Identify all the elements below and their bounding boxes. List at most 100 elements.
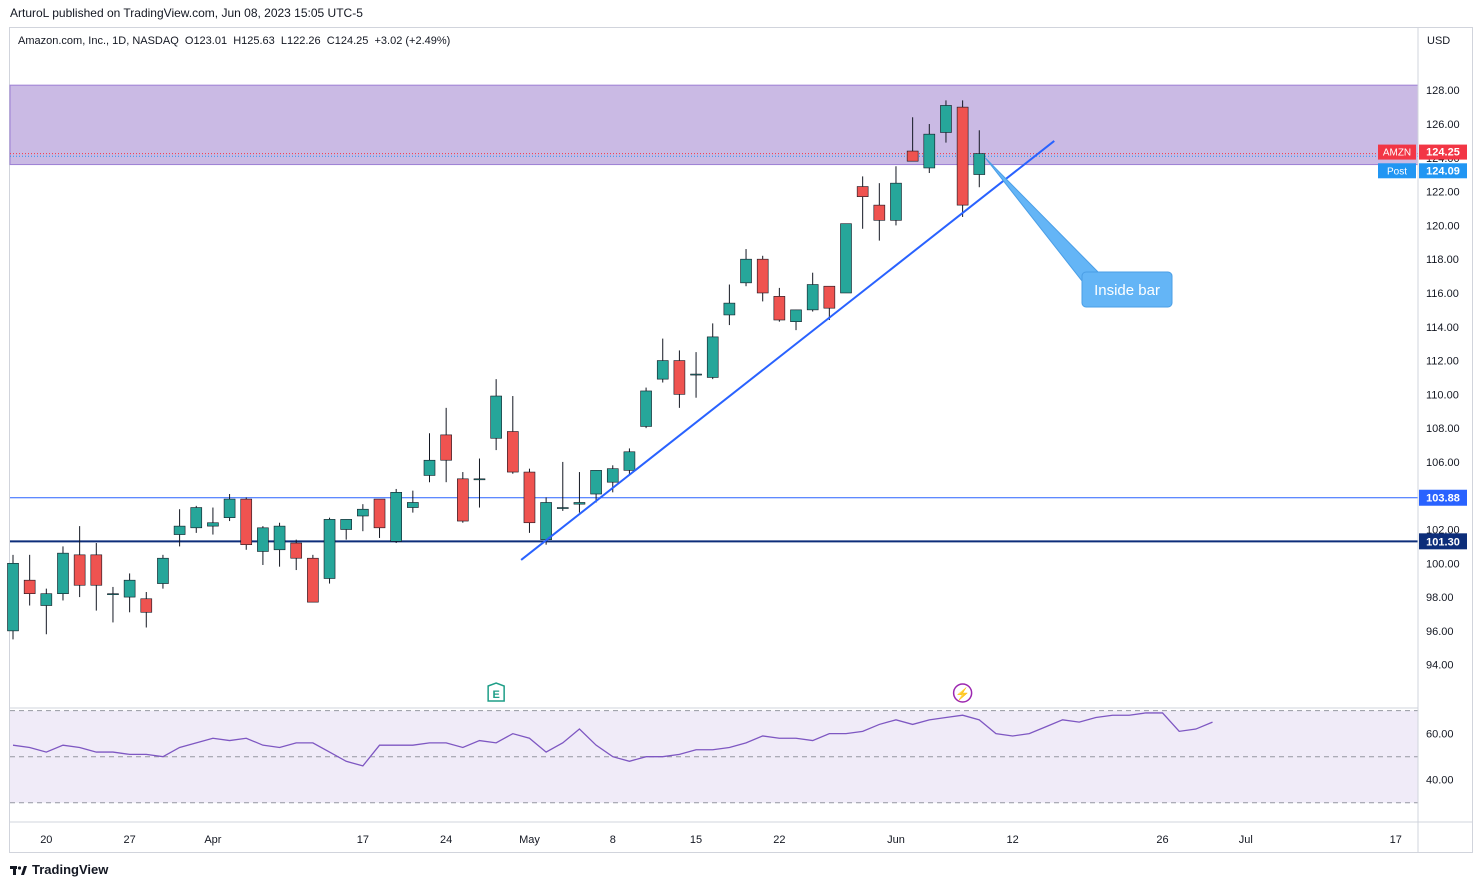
tradingview-logo-icon bbox=[10, 865, 27, 875]
y-tick-label: 122.00 bbox=[1426, 187, 1460, 199]
y-tick-label: 126.00 bbox=[1426, 119, 1460, 131]
candle bbox=[523, 468, 536, 533]
candle-body bbox=[873, 204, 886, 221]
candle bbox=[440, 407, 452, 483]
candle-body bbox=[123, 579, 136, 598]
candle bbox=[506, 396, 519, 474]
callout-box bbox=[1081, 271, 1173, 308]
candle bbox=[73, 526, 86, 598]
candle bbox=[123, 573, 136, 613]
candle bbox=[90, 543, 103, 611]
publish-info: ArturoL published on TradingView.com, Ju… bbox=[10, 6, 363, 20]
candle bbox=[7, 554, 19, 640]
candle-body bbox=[407, 502, 419, 508]
price-tag-symbol: Post bbox=[1387, 166, 1407, 177]
candle-body bbox=[40, 593, 53, 606]
candle-body bbox=[540, 502, 552, 540]
candle-body bbox=[606, 468, 619, 483]
x-tick-label: Apr bbox=[204, 834, 221, 846]
y-tick-label: 108.00 bbox=[1426, 423, 1460, 435]
candle-body bbox=[390, 492, 402, 542]
candle-body bbox=[423, 459, 436, 476]
candle bbox=[157, 554, 169, 589]
candle bbox=[656, 338, 669, 383]
trendline bbox=[520, 140, 1055, 561]
candle-body bbox=[290, 542, 303, 559]
y-tick-label: 94.00 bbox=[1426, 660, 1454, 672]
candle bbox=[973, 130, 986, 188]
candle-body bbox=[140, 598, 153, 613]
candle-body bbox=[523, 471, 536, 524]
candle-body bbox=[240, 498, 253, 546]
candle-body bbox=[257, 527, 269, 552]
y-tick-label: 118.00 bbox=[1426, 254, 1459, 266]
candle-body bbox=[906, 150, 919, 162]
resistance-zone bbox=[9, 84, 1419, 166]
price-value-box bbox=[1419, 144, 1467, 160]
candle bbox=[473, 458, 486, 508]
candle-body bbox=[556, 507, 569, 509]
candle-body bbox=[307, 557, 319, 603]
price-value: 124.25 bbox=[1426, 147, 1460, 159]
candle-body bbox=[357, 508, 369, 517]
candle-body bbox=[806, 284, 819, 311]
x-tick-label: 26 bbox=[1156, 834, 1168, 846]
footer: TradingView bbox=[10, 862, 108, 877]
candle-body bbox=[840, 223, 852, 294]
candle bbox=[690, 352, 702, 398]
candle-body bbox=[173, 525, 186, 535]
x-tick-label: 15 bbox=[690, 834, 702, 846]
earnings-marker-letter: E bbox=[492, 689, 499, 701]
x-tick-label: 8 bbox=[610, 834, 616, 846]
currency-label: USD bbox=[1427, 35, 1450, 47]
candle-body bbox=[956, 106, 969, 206]
candle-body bbox=[73, 554, 86, 586]
candle bbox=[490, 379, 502, 451]
candle-body bbox=[457, 478, 469, 522]
candle bbox=[856, 176, 869, 229]
candle-body bbox=[7, 562, 19, 632]
callout-pointer bbox=[984, 157, 1101, 287]
candle bbox=[706, 323, 719, 380]
candle-body bbox=[207, 522, 219, 527]
candle-body bbox=[790, 309, 802, 322]
x-tick-label: 22 bbox=[773, 834, 785, 846]
x-tick-label: 24 bbox=[440, 834, 452, 846]
candle-body bbox=[640, 390, 652, 427]
candle bbox=[373, 498, 386, 538]
candle-body bbox=[590, 470, 602, 495]
candle bbox=[257, 526, 269, 565]
candle-body bbox=[157, 557, 169, 584]
candle-body bbox=[223, 498, 236, 518]
rsi-line bbox=[12, 712, 1213, 767]
candle bbox=[640, 387, 652, 429]
candle bbox=[223, 494, 236, 522]
x-tick-label: 20 bbox=[40, 834, 52, 846]
candle-body bbox=[623, 451, 636, 471]
x-tick-label: 27 bbox=[123, 834, 135, 846]
candle bbox=[273, 522, 286, 567]
candle-body bbox=[57, 552, 69, 595]
y-tick-label: 116.00 bbox=[1426, 288, 1459, 300]
y-tick-label: 112.00 bbox=[1426, 356, 1459, 368]
candle bbox=[423, 433, 436, 483]
chart-frame bbox=[9, 27, 1473, 853]
price-tag-symbol: AMZN bbox=[1383, 148, 1411, 159]
y-tick-label: 106.00 bbox=[1426, 457, 1460, 469]
candle-body bbox=[506, 431, 519, 473]
candle bbox=[107, 586, 119, 623]
candle bbox=[40, 588, 53, 635]
candle bbox=[756, 255, 769, 302]
candle bbox=[873, 183, 886, 241]
candle bbox=[556, 461, 569, 511]
level-price-value: 101.30 bbox=[1426, 536, 1460, 548]
candle-body bbox=[473, 478, 486, 481]
price-value-box bbox=[1419, 163, 1467, 179]
candle bbox=[307, 554, 319, 603]
y-tick-label: 120.00 bbox=[1426, 220, 1460, 232]
candle-body bbox=[856, 186, 869, 197]
y-tick-label: 98.00 bbox=[1426, 592, 1454, 604]
candle bbox=[173, 509, 186, 547]
symbol-legend: Amazon.com, Inc., 1D, NASDAQ O123.01 H12… bbox=[18, 35, 451, 47]
